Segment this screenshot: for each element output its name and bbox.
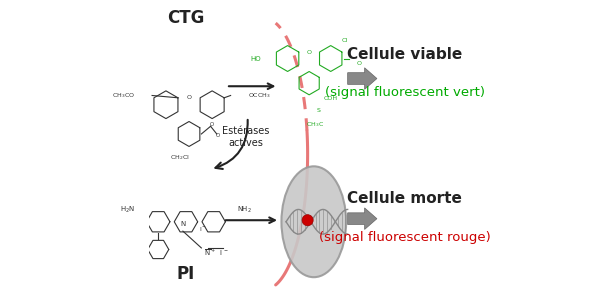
Circle shape (302, 215, 313, 226)
Text: O: O (187, 95, 191, 100)
Text: Cl: Cl (342, 38, 348, 43)
Text: N: N (180, 221, 185, 227)
Text: PI: PI (177, 265, 195, 283)
Text: $\mathregular{CH_3C}$: $\mathregular{CH_3C}$ (306, 120, 324, 129)
Text: H$_2$N: H$_2$N (120, 204, 135, 215)
Ellipse shape (281, 166, 346, 277)
Text: O: O (216, 133, 221, 138)
Text: O: O (357, 61, 362, 66)
Text: (signal fluorescent rouge): (signal fluorescent rouge) (319, 231, 490, 244)
Text: $\mathregular{OCCH_3}$: $\mathregular{OCCH_3}$ (248, 91, 270, 100)
Text: $\mathregular{CH_3CO}$: $\mathregular{CH_3CO}$ (112, 91, 135, 100)
Text: $\mathregular{CH_2Cl}$: $\mathregular{CH_2Cl}$ (170, 153, 190, 161)
FancyArrow shape (348, 208, 377, 229)
Text: (signal fluorescent vert): (signal fluorescent vert) (325, 86, 485, 99)
FancyArrowPatch shape (216, 120, 248, 169)
Text: O: O (307, 50, 311, 55)
Text: HO: HO (251, 55, 261, 62)
Text: O: O (210, 122, 215, 127)
Text: I$^-$: I$^-$ (199, 225, 207, 233)
Text: Estérases
actives: Estérases actives (222, 126, 270, 148)
Text: Cellule viable: Cellule viable (347, 47, 462, 62)
Text: S: S (316, 108, 321, 113)
Text: COH: COH (324, 96, 338, 101)
Text: CTG: CTG (167, 9, 205, 27)
Text: Cellule morte: Cellule morte (347, 191, 462, 206)
FancyArrow shape (348, 68, 377, 89)
Text: NH$_2$: NH$_2$ (237, 204, 251, 215)
Text: $\overline{\mathregular{N}}^+$  I$^-$: $\overline{\mathregular{N}}^+$ I$^-$ (204, 247, 229, 258)
